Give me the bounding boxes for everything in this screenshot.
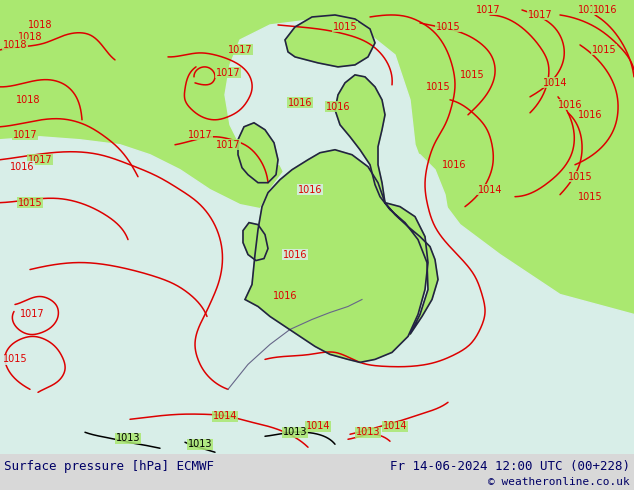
Text: 1015: 1015 — [460, 70, 484, 80]
Polygon shape — [335, 75, 438, 337]
Text: 1014: 1014 — [543, 78, 567, 88]
Text: 1016: 1016 — [558, 100, 582, 110]
Text: 1017: 1017 — [20, 310, 44, 319]
Text: 1016: 1016 — [298, 185, 322, 195]
Text: 1016: 1016 — [326, 102, 350, 112]
Text: 1016: 1016 — [442, 160, 466, 170]
Text: 1017: 1017 — [13, 130, 37, 140]
Text: 1017: 1017 — [28, 155, 53, 165]
Text: 1016: 1016 — [593, 5, 618, 15]
Text: © weatheronline.co.uk: © weatheronline.co.uk — [488, 477, 630, 487]
Text: 1017: 1017 — [527, 10, 552, 20]
Text: 1015: 1015 — [18, 197, 42, 208]
Text: 1014: 1014 — [478, 185, 502, 195]
Text: 1018: 1018 — [18, 32, 42, 42]
Text: 1013: 1013 — [283, 427, 307, 437]
Polygon shape — [348, 203, 430, 359]
Text: Surface pressure [hPa] ECMWF: Surface pressure [hPa] ECMWF — [4, 460, 214, 473]
Text: 1017: 1017 — [188, 130, 212, 140]
Text: 1016: 1016 — [273, 292, 297, 301]
Text: 1016: 1016 — [283, 249, 307, 260]
Text: 1017: 1017 — [216, 68, 240, 78]
Text: 1015: 1015 — [3, 354, 27, 365]
Polygon shape — [375, 150, 520, 454]
Text: 1014: 1014 — [383, 421, 407, 431]
Text: 1015: 1015 — [333, 22, 358, 32]
Text: 1017: 1017 — [476, 5, 500, 15]
Text: 1014: 1014 — [213, 411, 237, 421]
Text: Fr 14-06-2024 12:00 UTC (00+228): Fr 14-06-2024 12:00 UTC (00+228) — [390, 460, 630, 473]
Text: 1015: 1015 — [425, 82, 450, 92]
Text: 1013: 1013 — [188, 439, 212, 449]
Text: 1015: 1015 — [436, 22, 460, 32]
Text: 1018: 1018 — [28, 20, 52, 30]
Text: 1015: 1015 — [567, 172, 592, 182]
Polygon shape — [285, 15, 375, 67]
Polygon shape — [0, 20, 634, 454]
Text: 1015: 1015 — [592, 45, 616, 55]
Text: 1017: 1017 — [216, 140, 240, 150]
Text: 1014: 1014 — [306, 421, 330, 431]
Text: 1016: 1016 — [10, 162, 34, 172]
Text: 1016: 1016 — [578, 110, 602, 120]
Text: 1013: 1013 — [116, 433, 140, 443]
Text: 1018: 1018 — [578, 5, 602, 15]
Text: 1015: 1015 — [578, 192, 602, 202]
Polygon shape — [243, 222, 268, 261]
Polygon shape — [245, 147, 385, 315]
Text: 1018: 1018 — [16, 95, 40, 105]
Polygon shape — [245, 150, 428, 363]
Text: 1016: 1016 — [288, 98, 313, 108]
Polygon shape — [238, 123, 278, 183]
Text: 1018: 1018 — [3, 40, 27, 50]
Text: 1017: 1017 — [228, 45, 252, 55]
Text: 1013: 1013 — [356, 427, 380, 437]
